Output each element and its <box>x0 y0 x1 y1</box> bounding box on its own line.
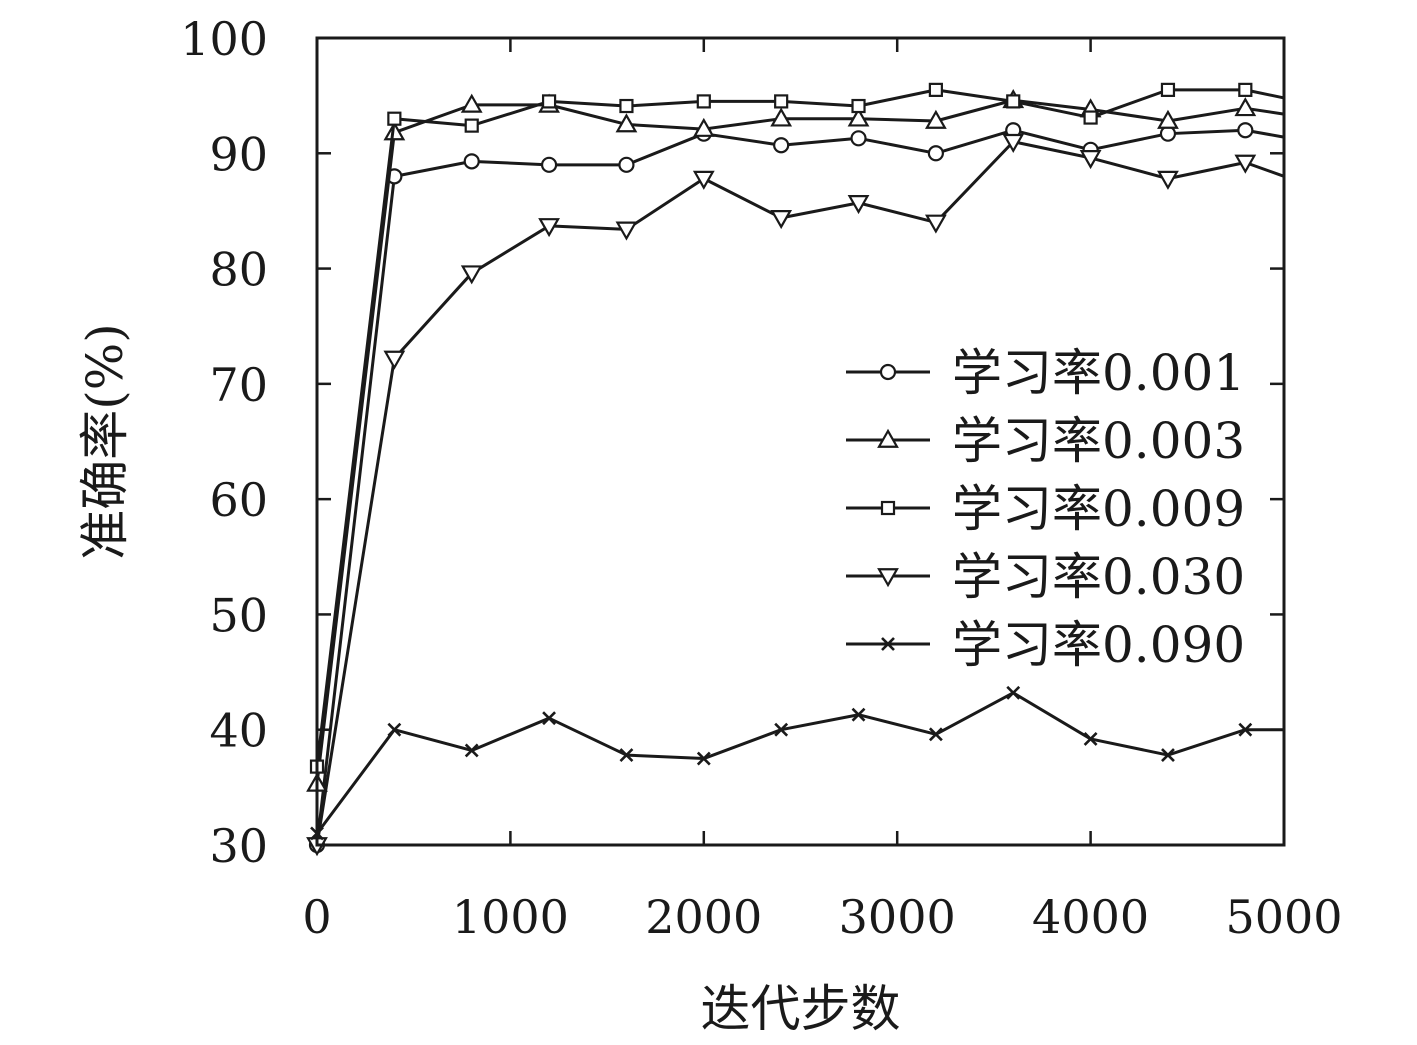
y-tick-label: 30 <box>209 819 268 873</box>
data-point <box>924 214 947 234</box>
legend-item: 学习率0.003 <box>846 412 1245 470</box>
legend-marker <box>880 500 896 516</box>
y-tick-label: 100 <box>180 12 268 66</box>
data-point <box>1006 685 1021 700</box>
legend-label: 学习率0.090 <box>952 616 1245 674</box>
data-point <box>618 156 635 173</box>
y-tick-label: 80 <box>209 243 268 297</box>
data-point <box>927 145 944 162</box>
data-point <box>460 93 483 113</box>
data-point <box>847 107 870 127</box>
legend-item: 学习率0.030 <box>846 548 1245 606</box>
data-point <box>383 121 406 141</box>
data-point <box>1160 82 1176 97</box>
series-line <box>315 691 1284 835</box>
data-point <box>1234 154 1257 174</box>
data-point <box>1157 109 1179 129</box>
y-tick-label: 70 <box>209 358 268 412</box>
legend-marker <box>877 568 899 588</box>
data-point <box>851 98 866 114</box>
legend: 学习率0.001 学习率0.003 学习率0.009 学习率0.030 学习率0.090 <box>846 344 1245 674</box>
y-axis-title: 准确率(%) <box>76 323 134 560</box>
x-tick-label: 4000 <box>1032 890 1149 944</box>
data-point <box>692 170 715 190</box>
legend-marker <box>877 428 899 448</box>
legend-item: 学习率0.009 <box>846 480 1245 538</box>
legend-label: 学习率0.003 <box>952 412 1245 470</box>
series-group <box>310 685 1284 841</box>
legend-item: 学习率0.090 <box>846 616 1245 674</box>
series-group <box>306 133 1285 857</box>
data-point <box>773 137 790 154</box>
series-layer <box>306 82 1285 857</box>
data-point <box>464 743 479 758</box>
legend-marker <box>879 363 897 381</box>
data-point <box>1002 133 1025 153</box>
data-point <box>463 153 480 170</box>
x-tick-label: 3000 <box>839 890 956 944</box>
data-point <box>387 111 402 126</box>
data-point <box>615 221 638 241</box>
y-tick-label: 40 <box>209 704 268 758</box>
x-tick-label: 1000 <box>452 890 569 944</box>
y-tick-label: 90 <box>209 127 268 181</box>
data-point <box>1238 82 1253 97</box>
series-group <box>309 82 1285 774</box>
series-line <box>315 128 1285 846</box>
data-point <box>774 722 789 737</box>
data-point <box>541 94 557 109</box>
data-point <box>924 109 947 129</box>
data-point <box>696 94 711 109</box>
data-point <box>1083 110 1098 125</box>
x-tick-label: 0 <box>302 890 331 944</box>
data-point <box>696 751 711 766</box>
data-point <box>619 98 634 114</box>
series-line <box>315 88 1285 767</box>
data-point <box>851 707 866 722</box>
data-point <box>383 350 406 370</box>
data-point <box>928 727 943 742</box>
series-line <box>315 98 1285 785</box>
y-tick-label: 50 <box>209 588 268 642</box>
data-point <box>1157 170 1179 190</box>
data-point <box>928 82 943 97</box>
data-point <box>1161 748 1175 762</box>
data-point <box>1237 122 1254 139</box>
x-tick-label: 5000 <box>1225 890 1342 944</box>
data-point <box>542 711 556 726</box>
data-point <box>615 113 638 133</box>
x-axis-title: 迭代步数 <box>701 980 901 1038</box>
data-point <box>1079 150 1102 170</box>
data-point <box>538 218 560 238</box>
data-point <box>619 748 634 762</box>
x-tick-label: 2000 <box>645 890 762 944</box>
data-point <box>540 156 558 173</box>
data-point <box>1238 722 1253 737</box>
data-point <box>847 195 870 215</box>
plot-frame <box>315 36 1286 847</box>
series-line <box>315 140 1285 846</box>
legend-label: 学习率0.001 <box>952 344 1245 402</box>
data-point <box>1083 732 1098 746</box>
data-point <box>774 94 789 109</box>
legend-marker <box>881 637 895 651</box>
data-point <box>1234 97 1257 117</box>
legend-item: 学习率0.001 <box>846 344 1245 402</box>
legend-label: 学习率0.030 <box>952 548 1245 606</box>
data-point <box>692 117 715 137</box>
data-point <box>460 265 483 285</box>
data-point <box>464 118 479 133</box>
data-point <box>770 209 793 230</box>
data-point <box>770 107 793 127</box>
y-tick-label: 60 <box>209 473 268 527</box>
legend-label: 学习率0.009 <box>952 480 1245 538</box>
ticks-layer: 0 1000 2000 3000 4000 5000 30 40 50 60 70 80 90 100 <box>180 12 1342 944</box>
data-point <box>850 130 867 147</box>
data-point <box>1006 94 1021 109</box>
series-group <box>308 122 1285 854</box>
data-point <box>387 722 402 737</box>
